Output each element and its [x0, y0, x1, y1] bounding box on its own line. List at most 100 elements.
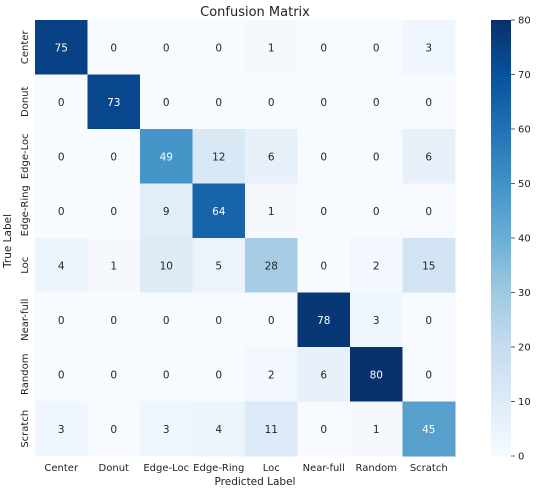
heatmap-cell	[350, 292, 403, 348]
heatmap-cell	[350, 183, 403, 239]
heatmap-cell	[35, 292, 88, 348]
colorbar-tick-label: 10	[518, 397, 531, 408]
x-tick-label: Near-full	[303, 463, 345, 474]
cell-value-label: 0	[110, 315, 117, 327]
heatmap-cell	[245, 74, 298, 130]
heatmap-cell	[402, 292, 456, 348]
cell-value-label: 6	[320, 369, 327, 381]
cell-value-label: 3	[425, 42, 432, 54]
cell-value-label: 0	[320, 260, 327, 272]
cell-value-label: 3	[163, 424, 170, 436]
heatmap-cell	[87, 183, 141, 239]
cell-value-label: 0	[110, 206, 117, 218]
cell-value-label: 0	[373, 206, 380, 218]
cell-value-label: 28	[265, 260, 278, 272]
cell-value-label: 0	[320, 42, 327, 54]
x-tick-label: Edge-Ring	[193, 463, 244, 474]
heatmap-cell	[140, 20, 193, 75]
heatmap-cell	[245, 20, 298, 75]
heatmap-cell	[140, 129, 193, 184]
heatmap-cell	[297, 238, 351, 293]
cell-value-label: 0	[425, 369, 432, 381]
cell-value-label: 75	[55, 42, 68, 54]
cell-value-label: 0	[373, 42, 380, 54]
heatmap-cell	[87, 292, 141, 348]
cell-value-label: 0	[215, 369, 222, 381]
cell-value-label: 0	[320, 206, 327, 218]
cell-value-label: 0	[215, 42, 222, 54]
heatmap-cell	[192, 183, 246, 239]
x-tick-label: Donut	[99, 463, 129, 474]
cell-value-label: 5	[215, 260, 222, 272]
cell-value-label: 4	[58, 260, 65, 272]
heatmap-cell	[35, 74, 88, 130]
heatmap-cell	[87, 347, 141, 402]
heatmap-cell	[87, 238, 141, 293]
cell-value-label: 1	[268, 206, 275, 218]
cell-value-label: 4	[215, 424, 222, 436]
cell-value-label: 2	[373, 260, 380, 272]
heatmap-cell	[140, 292, 193, 348]
heatmap-cells: 75 0 0 0 1 0 0 30 73 0 0 0 0 0 00 0 49 12 6 0 0 60 0 9 64 1 0 0 04 1 1…	[35, 20, 456, 457]
cell-value-label: 0	[163, 42, 170, 54]
heatmap-cell	[140, 238, 193, 293]
heatmap-cell	[140, 347, 193, 402]
chart-title: Confusion Matrix	[200, 5, 310, 20]
heatmap-cell	[35, 129, 88, 184]
cell-value-label: 0	[268, 315, 275, 327]
cell-value-label: 0	[215, 97, 222, 109]
heatmap-cell	[140, 74, 193, 130]
heatmap-cell	[350, 129, 403, 184]
cell-value-label: 0	[215, 315, 222, 327]
y-tick-label: Center	[20, 30, 31, 65]
cell-value-label: 12	[212, 151, 225, 163]
cell-value-label: 0	[110, 42, 117, 54]
heatmap-cell	[402, 238, 456, 293]
colorbar-tick-label: 0	[518, 452, 524, 463]
colorbar-tick-label: 60	[518, 125, 531, 136]
cell-value-label: 0	[425, 206, 432, 218]
cell-value-label: 3	[373, 315, 380, 327]
heatmap-cell	[297, 183, 351, 239]
heatmap-cell	[192, 292, 246, 348]
heatmap-cell	[35, 401, 88, 457]
heatmap-cell	[350, 347, 403, 402]
heatmap-cell	[297, 347, 351, 402]
heatmap-cell	[402, 129, 456, 184]
y-tick-label: Edge-Ring	[20, 185, 31, 236]
x-axis-label: Predicted Label	[215, 476, 296, 488]
heatmap-cell	[35, 238, 88, 293]
heatmap-cell	[297, 20, 351, 75]
heatmap-cell	[140, 183, 193, 239]
heatmap-cell	[140, 401, 193, 457]
heatmap-cell	[192, 129, 246, 184]
cell-value-label: 3	[58, 424, 65, 436]
heatmap-cell	[192, 20, 246, 75]
heatmap-cell	[350, 74, 403, 130]
colorbar-tick-label: 30	[518, 288, 531, 299]
cell-value-label: 64	[212, 206, 226, 218]
heatmap-cell	[192, 238, 246, 293]
heatmap-cell	[402, 401, 456, 457]
colorbar	[491, 20, 511, 456]
cell-value-label: 9	[163, 206, 170, 218]
x-tick-label: Scratch	[410, 463, 448, 474]
heatmap-cell	[297, 401, 351, 457]
y-tick-label: Loc	[20, 257, 31, 274]
heatmap-cell	[245, 401, 298, 457]
colorbar-tick-labels: 0 10 20 30 40 50 60 70 80	[511, 16, 531, 463]
cell-value-label: 0	[425, 315, 432, 327]
x-tick-labels: Center Donut Edge-Loc Edge-Ring Loc Near-full…	[44, 463, 447, 474]
heatmap-cell	[402, 74, 456, 130]
cell-value-label: 0	[268, 97, 275, 109]
heatmap-cell	[192, 74, 246, 130]
x-tick-label: Loc	[263, 463, 280, 474]
heatmap-cell	[350, 238, 403, 293]
heatmap-cell	[35, 347, 88, 402]
cell-value-label: 45	[422, 424, 435, 436]
y-tick-label: Near-full	[20, 299, 31, 341]
heatmap-cell	[297, 129, 351, 184]
cell-value-label: 6	[268, 151, 275, 163]
cell-value-label: 0	[163, 369, 170, 381]
heatmap-cell	[87, 129, 141, 184]
